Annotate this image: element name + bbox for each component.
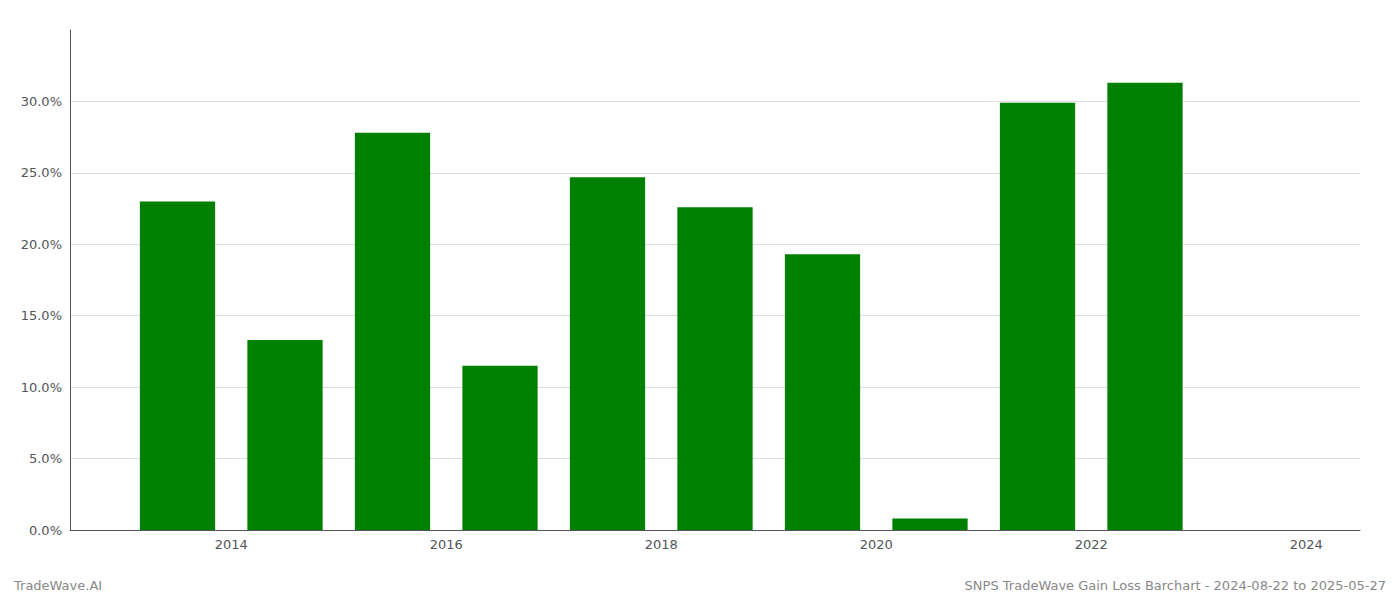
svg-text:2016: 2016 (430, 537, 463, 552)
svg-text:15.0%: 15.0% (21, 308, 62, 323)
svg-text:30.0%: 30.0% (21, 94, 62, 109)
svg-text:2014: 2014 (215, 537, 248, 552)
svg-text:25.0%: 25.0% (21, 165, 62, 180)
svg-text:SNPS TradeWave Gain Loss Barch: SNPS TradeWave Gain Loss Barchart - 2024… (965, 578, 1386, 593)
svg-text:20.0%: 20.0% (21, 237, 62, 252)
svg-text:5.0%: 5.0% (29, 451, 62, 466)
svg-text:2022: 2022 (1075, 537, 1108, 552)
svg-text:2024: 2024 (1290, 537, 1323, 552)
svg-text:10.0%: 10.0% (21, 380, 62, 395)
svg-text:TradeWave.AI: TradeWave.AI (13, 578, 102, 593)
svg-text:2020: 2020 (860, 537, 893, 552)
svg-text:2018: 2018 (645, 537, 678, 552)
svg-text:0.0%: 0.0% (29, 523, 62, 538)
